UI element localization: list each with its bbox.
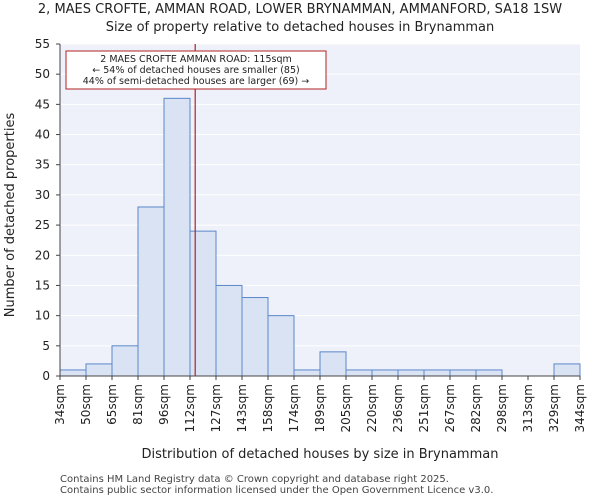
x-tick-label: 313sqm: [521, 384, 535, 432]
annotation-line-2: ← 54% of detached houses are smaller (85…: [92, 65, 299, 76]
chart-title: 2, MAES CROFTE, AMMAN ROAD, LOWER BRYNAM…: [38, 2, 562, 17]
x-tick-label: 205sqm: [339, 384, 353, 432]
bar-158sqm: [267, 315, 295, 377]
x-tick-label: 344sqm: [573, 384, 587, 432]
y-tick-label: 0: [42, 369, 50, 383]
annotation-line-3: 44% of semi-detached houses are larger (…: [83, 76, 310, 87]
bar-236sqm: [397, 369, 425, 377]
annotation-line-1: 2 MAES CROFTE AMMAN ROAD: 115sqm: [100, 54, 291, 65]
x-tick-label: 34sqm: [53, 384, 67, 425]
y-tick-labels: 0 5 10 15 20 25 30 35 40 45 50 55: [35, 37, 60, 383]
bar-174sqm: [293, 369, 321, 377]
x-tick-label: 96sqm: [157, 384, 171, 425]
x-tick-label: 127sqm: [209, 384, 223, 432]
x-tick-label: 251sqm: [417, 384, 431, 432]
y-axis-label: Number of detached properties: [3, 113, 18, 318]
bar-34sqm: [59, 369, 87, 377]
bar-112sqm: [189, 230, 217, 377]
x-tick-label: 282sqm: [469, 384, 483, 432]
bar-96sqm: [163, 97, 191, 377]
x-tick-label: 174sqm: [287, 384, 301, 432]
y-tick-label: 20: [35, 248, 50, 262]
x-axis-label: Distribution of detached houses by size …: [142, 447, 499, 462]
bar-50sqm: [85, 363, 113, 377]
chart-subtitle: Size of property relative to detached ho…: [106, 20, 494, 35]
y-tick-label: 55: [35, 37, 50, 51]
bar-65sqm: [111, 345, 139, 377]
y-tick-label: 35: [35, 158, 50, 172]
y-tick-label: 15: [35, 278, 50, 292]
x-tick-label: 65sqm: [105, 384, 119, 425]
bar-205sqm: [345, 369, 373, 377]
bar-267sqm: [449, 369, 477, 377]
y-tick-label: 25: [35, 218, 50, 232]
annotation-frame: [65, 50, 327, 90]
x-tick-label: 50sqm: [79, 384, 93, 425]
annotation-box: 2 MAES CROFTE AMMAN ROAD: 115sqm ← 54% o…: [65, 50, 327, 90]
x-tick-label: 298sqm: [495, 384, 509, 432]
y-tick-label: 5: [42, 339, 50, 353]
bar-81sqm: [137, 206, 165, 377]
x-tick-label: 143sqm: [235, 384, 249, 432]
x-tick-label: 220sqm: [365, 384, 379, 432]
x-tick-label: 112sqm: [183, 384, 197, 432]
x-tick-label: 236sqm: [391, 384, 405, 432]
bar-282sqm: [475, 369, 503, 377]
x-tick-label: 189sqm: [313, 384, 327, 432]
footer-line-2: Contains public sector information licen…: [60, 485, 494, 496]
bars: [59, 97, 581, 377]
bar-220sqm: [371, 369, 399, 377]
x-tick-label: 267sqm: [443, 384, 457, 432]
footer-line-1: Contains HM Land Registry data © Crown c…: [60, 474, 449, 485]
bar-251sqm: [423, 369, 451, 377]
x-tick-label: 81sqm: [131, 384, 145, 425]
y-tick-label: 45: [35, 97, 50, 111]
bar-189sqm: [319, 351, 347, 377]
y-tick-label: 50: [35, 67, 50, 81]
x-tick-label: 158sqm: [261, 384, 275, 432]
y-tick-label: 10: [35, 309, 50, 323]
bar-329sqm: [553, 363, 581, 377]
y-tick-label: 40: [35, 128, 50, 142]
bar-127sqm: [215, 284, 243, 377]
bar-143sqm: [241, 297, 269, 377]
y-tick-label: 30: [35, 188, 50, 202]
x-tick-labels: 34sqm 50sqm 65sqm 81sqm 96sqm 112sqm 127sqm 143…: [53, 376, 587, 432]
x-tick-label: 329sqm: [547, 384, 561, 432]
